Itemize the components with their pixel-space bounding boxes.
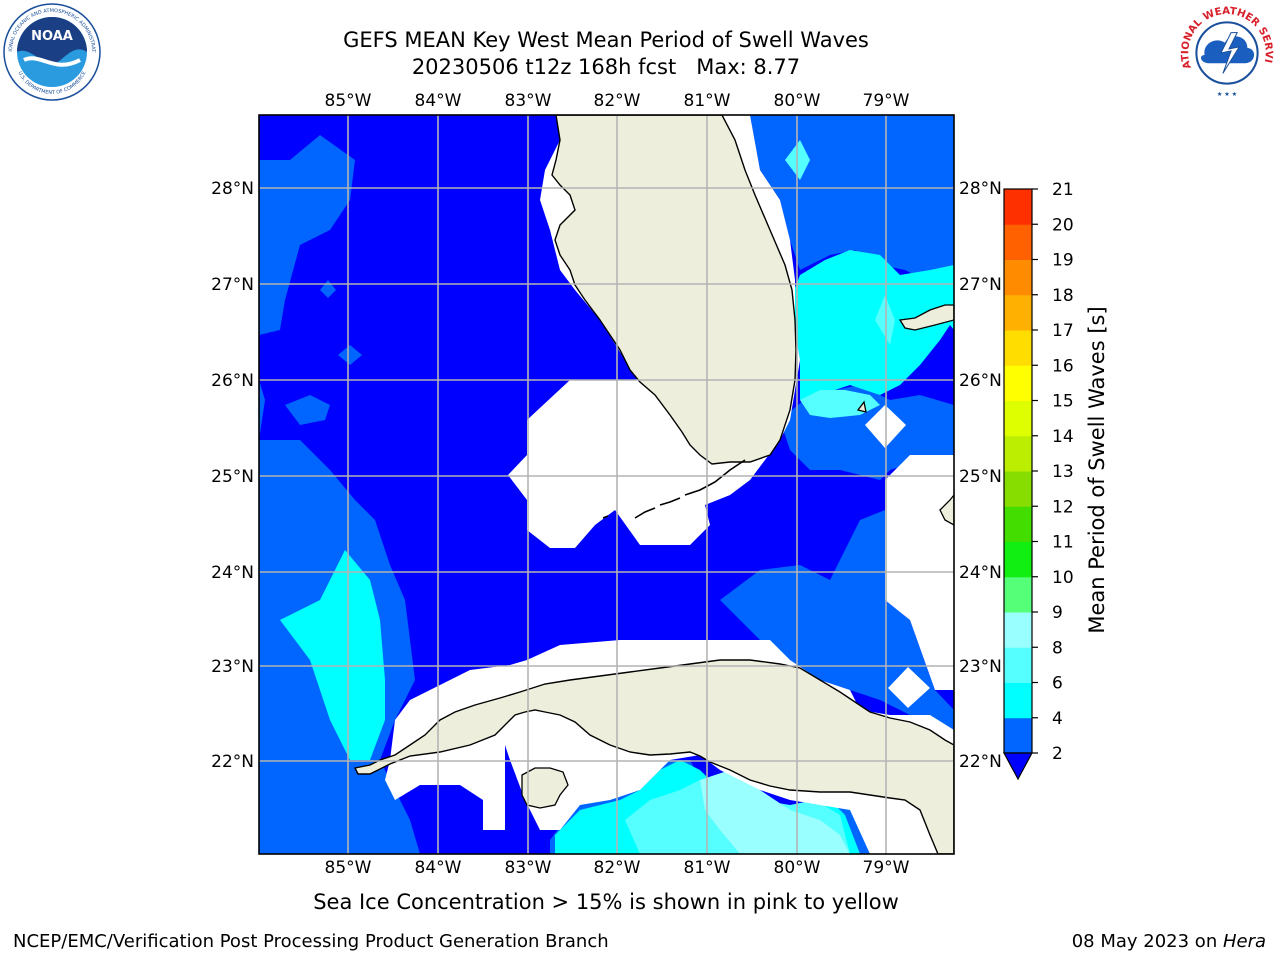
lat-label: 23°N [211,657,254,677]
colorbar-tick-label: 15 [1052,392,1074,412]
florida-land [551,115,797,465]
colorbar-tick-label: 10 [1052,568,1074,588]
footer-credit: NCEP/EMC/Verification Post Processing Pr… [13,931,609,952]
colorbar-tick-label: 12 [1052,497,1074,517]
lon-labels-bottom: 85°W 84°W 83°W 82°W 81°W 80°W 79°W [325,858,910,878]
lat-label: 27°N [959,275,1002,295]
colorbar-tick-label: 16 [1052,356,1074,376]
colorbar-tick-label: 13 [1052,462,1074,482]
florida-keys [602,459,746,519]
colorbar-extend-under [1002,752,1034,781]
lon-label: 82°W [594,858,641,878]
colorbar-segment [1004,541,1032,578]
map-frame [258,114,955,855]
colorbar-segment [1004,717,1032,754]
lat-label: 28°N [211,179,254,199]
colorbar-tick-label: 2 [1052,744,1063,764]
cuba-land [353,659,954,854]
colorbar-tick-label: 20 [1052,215,1074,235]
colorbar-segment [1004,471,1032,507]
lon-labels-top: 85°W 84°W 83°W 82°W 81°W 80°W 79°W [325,91,910,111]
colorbar-tick-label: 17 [1052,321,1074,341]
colorbar: 2 4 6 8 9 10 11 12 13 14 15 16 17 18 19 20 21 [1002,180,1074,781]
wave-band-8-9 [700,770,850,854]
colorbar-tick-label: 9 [1052,603,1063,623]
lon-label: 83°W [505,91,552,111]
colorbar-segment [1004,259,1032,296]
colorbar-segment [1004,576,1032,613]
lat-labels-left: 28°N 27°N 26°N 25°N 24°N 23°N 22°N [211,179,254,772]
footer-machine: Hera [1222,931,1266,952]
colorbar-tick-label: 8 [1052,638,1063,658]
colorbar-tick-label: 19 [1052,251,1074,271]
lon-label: 80°W [774,858,821,878]
lon-label: 81°W [684,858,731,878]
isle-of-youth [521,767,569,809]
bahamas [856,304,954,526]
colorbar-tick-label: 14 [1052,427,1074,447]
colorbar-segment [1004,506,1032,542]
sea-ice-note: Sea Ice Concentration > 15% is shown in … [313,890,899,914]
colorbar-segment [1004,294,1032,331]
lat-label: 26°N [211,371,254,391]
map-gridlines [259,115,954,854]
lat-label: 26°N [959,371,1002,391]
colorbar-tick-label: 18 [1052,286,1074,306]
svg-text:NOAA: NOAA [31,29,73,44]
colorbar-segment [1004,330,1032,366]
lat-label: 25°N [211,467,254,487]
colorbar-tick-label: 11 [1052,533,1074,553]
colorbar-label: Mean Period of Swell Waves [s] [1085,306,1109,634]
footer-date: 08 May 2023 on Hera [1072,931,1266,952]
colorbar-segment [1004,435,1032,472]
colorbar-segment [1004,612,1032,648]
noaa-logo: NATIONAL OCEANIC AND ATMOSPHERIC ADMINIS… [2,2,101,101]
forecast-subtitle: 20230506 t12z 168h fcst Max: 8.77 [411,55,801,79]
lat-label: 22°N [211,752,254,772]
lat-label: 25°N [959,467,1002,487]
colorbar-segment [1004,365,1032,401]
lat-label: 23°N [959,657,1002,677]
lon-label: 83°W [505,858,552,878]
colorbar-tick-label: 6 [1052,674,1063,694]
page-title: GEFS MEAN Key West Mean Period of Swell … [343,28,869,52]
lon-label: 79°W [863,858,910,878]
lat-label: 28°N [959,179,1002,199]
lon-label: 82°W [594,91,641,111]
lon-label: 85°W [325,858,372,878]
lon-label: 80°W [774,91,821,111]
lon-label: 81°W [684,91,731,111]
lon-label: 85°W [325,91,372,111]
lon-label: 79°W [863,91,910,111]
lat-label: 24°N [959,563,1002,583]
colorbar-segment [1004,224,1032,260]
colorbar-segment [1004,682,1032,719]
colorbar-segment [1004,647,1032,683]
lat-label: 27°N [211,275,254,295]
svg-text:★ ★ ★: ★ ★ ★ [1217,91,1238,98]
wave-patch [338,345,362,365]
map-area [259,115,954,854]
colorbar-segment [1004,400,1032,437]
colorbar-tick-label: 4 [1052,709,1063,729]
wave-patch [320,280,336,298]
colorbar-tick-label: 21 [1052,180,1074,200]
lat-labels-right: 28°N 27°N 26°N 25°N 24°N 23°N 22°N [959,179,1002,772]
footer-date-text: 08 May 2023 on [1071,931,1223,952]
lat-label: 22°N [959,752,1002,772]
lat-label: 24°N [211,563,254,583]
colorbar-segment [1004,189,1032,225]
lon-label: 84°W [415,91,462,111]
lon-label: 84°W [415,858,462,878]
nws-logo: NATIONAL WEATHER SERVICE ★ ★ ★ [1176,2,1276,102]
